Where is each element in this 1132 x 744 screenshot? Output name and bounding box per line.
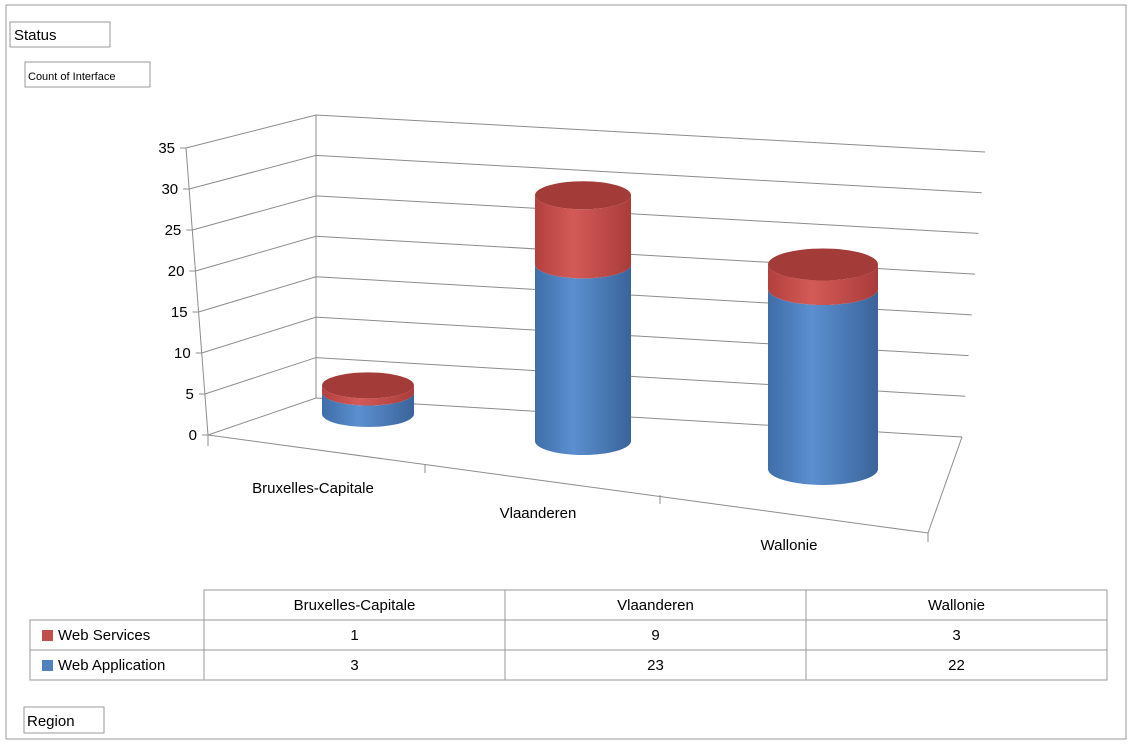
x-axis-labels: Bruxelles-Capitale Vlaanderen Wallonie [252, 480, 817, 554]
bar-web-application [322, 392, 414, 427]
y-tick-label: 35 [158, 140, 175, 157]
y-tick-label: 10 [174, 345, 191, 362]
legend-label: Web Application [58, 657, 165, 674]
bar-web-application [768, 289, 878, 485]
legend-key [42, 630, 53, 641]
table-value-cell: 3 [350, 657, 358, 674]
y-tick-label: 30 [161, 181, 178, 198]
x-axis-label: Vlaanderen [500, 505, 577, 522]
x-axis-label: Bruxelles-Capitale [252, 480, 374, 497]
bars [322, 181, 878, 485]
region-field-button[interactable]: Region [23, 706, 105, 734]
status-field-button[interactable]: Status [9, 21, 111, 48]
values-field-label: Count of Interface [28, 71, 115, 83]
y-tick-label: 0 [189, 427, 197, 444]
y-axis-line [185, 147, 209, 436]
bar-top-cap [322, 372, 414, 399]
bar-web-services [322, 385, 414, 406]
bar-web-application [535, 264, 631, 455]
y-tick-label: 20 [168, 263, 185, 280]
data-table: Bruxelles-Capitale Vlaanderen Wallonie Web … [29, 589, 1108, 681]
table-value-cell: 9 [651, 627, 659, 644]
legend-key [42, 660, 53, 671]
table-value-cell: 23 [647, 657, 664, 674]
legend-label: Web Services [58, 627, 150, 644]
y-tick-label: 15 [171, 304, 188, 321]
x-axis-label: Wallonie [761, 537, 818, 554]
bar-top-cap [768, 248, 878, 281]
values-field-button[interactable]: Count of Interface [24, 61, 151, 88]
status-field-label: Status [14, 27, 57, 44]
table-value-cell: 1 [350, 627, 358, 644]
bar-web-services [535, 195, 631, 279]
table-header-cell: Wallonie [928, 597, 985, 614]
bar-top-cap [535, 181, 631, 210]
table-value-cell: 22 [948, 657, 965, 674]
table-value-cell: 3 [952, 627, 960, 644]
y-axis-ticks: 0 5 10 15 20 25 30 35 [158, 140, 208, 444]
region-field-label: Region [27, 713, 75, 730]
axes [185, 115, 963, 542]
table-header-cell: Vlaanderen [617, 597, 694, 614]
y-tick-label: 25 [165, 222, 182, 239]
y-tick-label: 5 [186, 386, 194, 403]
table-header-cell: Bruxelles-Capitale [294, 597, 416, 614]
bar-web-services [768, 264, 878, 306]
